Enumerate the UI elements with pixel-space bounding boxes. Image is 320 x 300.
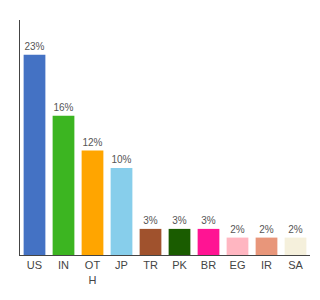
svg-text:23%: 23% [24,41,44,52]
svg-text:IR: IR [261,259,272,271]
svg-text:OTH: OTH [85,259,101,285]
svg-text:12%: 12% [82,137,102,148]
svg-text:3%: 3% [143,215,158,226]
svg-text:BR: BR [201,259,216,271]
svg-text:US: US [27,259,42,271]
svg-text:PK: PK [172,259,187,271]
svg-text:JP: JP [115,259,128,271]
svg-text:IN: IN [58,259,69,271]
svg-text:10%: 10% [111,154,131,165]
svg-text:EG: EG [230,259,246,271]
svg-text:TR: TR [143,259,158,271]
svg-text:2%: 2% [230,224,245,235]
svg-text:16%: 16% [53,102,73,113]
svg-text:SA: SA [288,259,303,271]
svg-text:2%: 2% [259,224,274,235]
svg-text:2%: 2% [288,224,303,235]
svg-text:3%: 3% [172,215,187,226]
svg-text:3%: 3% [201,215,216,226]
